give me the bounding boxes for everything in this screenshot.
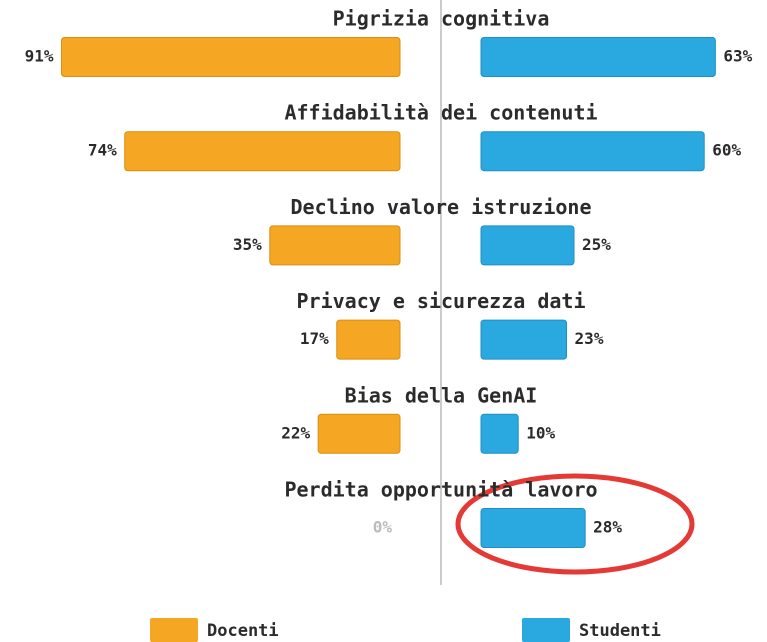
value-label: 35%: [233, 235, 262, 254]
bar: [480, 319, 568, 360]
bar: [317, 413, 401, 454]
bar: [336, 319, 401, 360]
bar: [480, 508, 586, 548]
category-label: Declino valore istruzione: [290, 195, 591, 219]
category-label: Bias della GenAI: [345, 383, 538, 407]
value-label: 63%: [723, 47, 752, 66]
value-label: 60%: [712, 141, 741, 160]
value-label: 0%: [373, 518, 393, 537]
value-label: 91%: [25, 47, 54, 66]
legend-swatch: [522, 618, 570, 642]
category-label: Privacy e sicurezza dati: [297, 289, 586, 313]
value-label: 74%: [88, 141, 117, 160]
value-label: 25%: [582, 235, 611, 254]
legend-swatch: [150, 618, 198, 642]
category-label: Pigrizia cognitiva: [333, 7, 550, 31]
legend-label: Docenti: [207, 621, 279, 641]
category-label: Affidabilità dei contenuti: [284, 101, 597, 125]
highlight-circle: [455, 473, 695, 575]
value-label: 28%: [593, 518, 622, 537]
bar: [269, 225, 401, 266]
value-label: 23%: [575, 329, 604, 348]
bar: [60, 37, 401, 77]
bar: [480, 131, 705, 172]
value-label: 10%: [526, 423, 555, 442]
bar: [480, 225, 575, 266]
category-label: Perdita opportunità lavoro: [284, 478, 597, 502]
bar: [480, 37, 716, 77]
value-label: 17%: [300, 329, 329, 348]
bar: [480, 413, 519, 454]
bar: [124, 131, 401, 172]
legend-label: Studenti: [579, 621, 661, 641]
value-label: 22%: [281, 423, 310, 442]
